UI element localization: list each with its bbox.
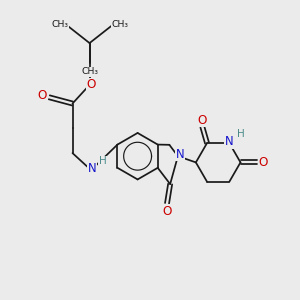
Text: N: N (176, 148, 185, 161)
Text: H: H (99, 157, 107, 166)
Text: N: N (87, 162, 96, 176)
Text: N: N (225, 135, 234, 148)
Text: CH₃: CH₃ (81, 68, 98, 76)
Text: O: O (86, 78, 96, 92)
Text: H: H (237, 129, 245, 139)
Text: CH₃: CH₃ (52, 20, 69, 29)
Text: O: O (162, 205, 172, 218)
Text: O: O (259, 156, 268, 169)
Text: O: O (38, 89, 47, 102)
Text: O: O (198, 114, 207, 127)
Text: CH₃: CH₃ (111, 20, 128, 29)
